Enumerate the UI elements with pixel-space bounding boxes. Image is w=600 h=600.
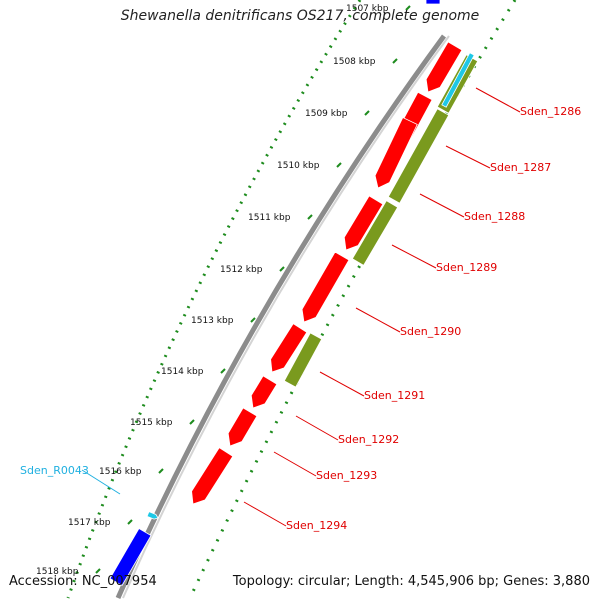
kbp-tick-label: 1514 kbp bbox=[161, 367, 204, 377]
gene-cyan bbox=[441, 52, 475, 108]
gene-label: Sden_R0043 bbox=[20, 464, 89, 477]
gene-olive-2 bbox=[387, 108, 450, 204]
label-leader-line bbox=[355, 307, 401, 333]
gene-sden-1292 bbox=[227, 407, 258, 447]
label-leader-line bbox=[243, 501, 287, 527]
kbp-tick-mark bbox=[95, 568, 101, 574]
gene-label: Sden_1289 bbox=[436, 261, 497, 274]
kbp-tick-label: 1512 kbp bbox=[220, 265, 263, 275]
kbp-tick-label: 1513 kbp bbox=[191, 316, 234, 326]
kbp-tick-mark bbox=[364, 110, 370, 116]
gene-blue-top bbox=[425, 0, 441, 5]
gene-sden-1290b bbox=[270, 323, 308, 373]
gene-sden-1286 bbox=[425, 41, 463, 93]
gene-sden-1291 bbox=[250, 375, 278, 409]
gene-label: Sden_1288 bbox=[464, 210, 525, 223]
label-leader-line bbox=[273, 451, 317, 477]
label-leader-line bbox=[295, 415, 339, 441]
kbp-tick-mark bbox=[220, 368, 226, 374]
gene-sden-1290 bbox=[301, 251, 350, 323]
kbp-tick-mark bbox=[336, 162, 342, 168]
kbp-tick-label: 1517 kbp bbox=[68, 518, 111, 528]
gene-sden-1289 bbox=[343, 195, 384, 251]
kbp-tick-mark bbox=[250, 317, 256, 323]
gene-label: Sden_1293 bbox=[316, 469, 377, 482]
accession-label: Accession: NC_007954 bbox=[9, 574, 157, 589]
gene-blue-bottom bbox=[109, 527, 152, 587]
kbp-tick-mark bbox=[158, 468, 164, 474]
kbp-tick-label: 1516 kbp bbox=[99, 467, 142, 477]
gene-sden-r0043 bbox=[146, 511, 159, 520]
label-leader-line bbox=[419, 193, 465, 218]
gene-olive-4 bbox=[283, 332, 323, 388]
label-leader-line bbox=[445, 145, 491, 169]
genome-backbone-highlight bbox=[122, 35, 450, 599]
label-leader-line bbox=[319, 371, 365, 397]
kbp-tick-label: 1510 kbp bbox=[277, 161, 320, 171]
kbp-tick-mark bbox=[405, 5, 411, 11]
gene-label: Sden_1287 bbox=[490, 161, 551, 174]
gene-label: Sden_1290 bbox=[400, 325, 461, 338]
gene-sden-1288 bbox=[374, 117, 418, 189]
inner-tick-rail bbox=[188, 0, 517, 599]
kbp-tick-label: 1518 kbp bbox=[36, 567, 79, 577]
kbp-tick-label: 1511 kbp bbox=[248, 213, 291, 223]
gene-label: Sden_1291 bbox=[364, 389, 425, 402]
gene-sden-1293 bbox=[191, 447, 234, 505]
gene-label: Sden_1286 bbox=[520, 105, 581, 118]
kbp-tick-mark bbox=[279, 266, 285, 272]
label-leader-line bbox=[391, 244, 437, 269]
topology-label: Topology: circular; Length: 4,545,906 bp… bbox=[232, 574, 590, 589]
gene-olive-3 bbox=[351, 200, 399, 266]
kbp-tick-label: 1509 kbp bbox=[305, 109, 348, 119]
gene-label: Sden_1292 bbox=[338, 433, 399, 446]
label-leader-line bbox=[81, 469, 121, 495]
kbp-tick-label: 1507 kbp bbox=[346, 4, 389, 14]
label-leader-line bbox=[475, 87, 521, 113]
kbp-tick-label: 1508 kbp bbox=[333, 57, 376, 67]
kbp-tick-mark bbox=[127, 519, 133, 525]
genome-backbone bbox=[115, 34, 447, 600]
kbp-tick-mark bbox=[392, 58, 398, 64]
kbp-tick-label: 1515 kbp bbox=[130, 418, 173, 428]
map-title: Shewanella denitrificans OS217, complete… bbox=[120, 8, 480, 24]
kbp-tick-mark bbox=[307, 214, 313, 220]
gene-label: Sden_1294 bbox=[286, 519, 347, 532]
kbp-tick-mark bbox=[189, 419, 195, 425]
